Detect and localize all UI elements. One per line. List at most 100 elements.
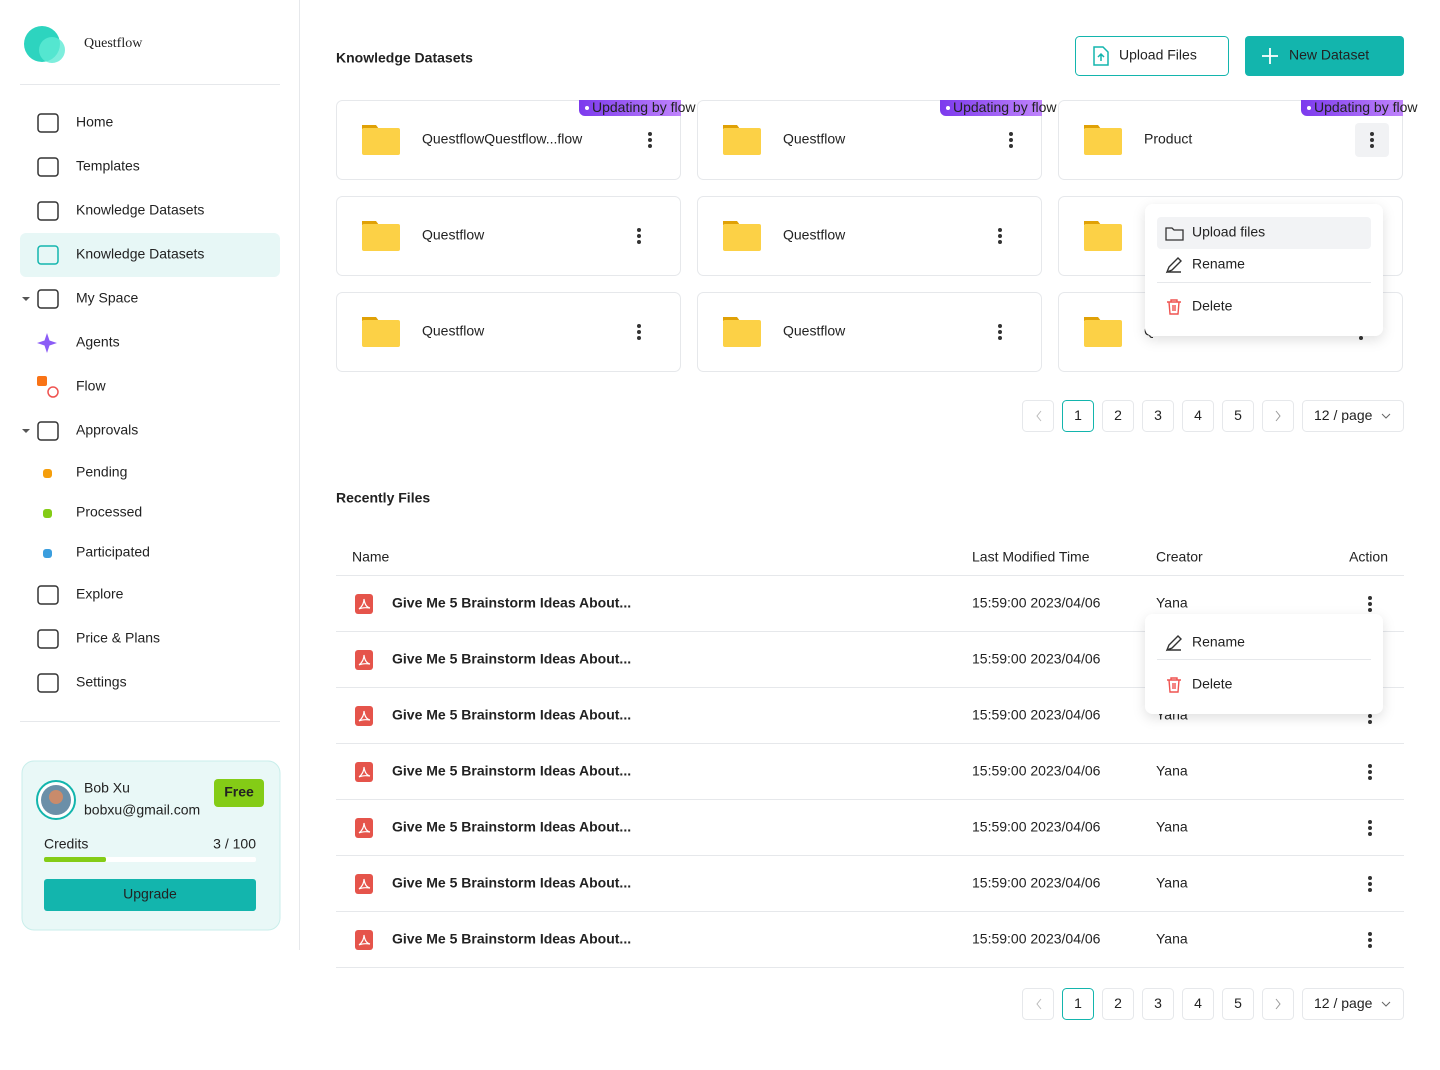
nav-item[interactable]: My Space xyxy=(22,289,138,309)
new-dataset-button[interactable] xyxy=(1245,36,1404,76)
plus-icon xyxy=(1262,48,1278,64)
kebab-dot xyxy=(1368,764,1372,768)
nav-label: Explore xyxy=(76,586,124,602)
menu-item[interactable]: Rename xyxy=(1192,634,1245,650)
page-button[interactable] xyxy=(1302,988,1404,1020)
kebab-dot xyxy=(998,324,1002,328)
nav-item[interactable]: Pending xyxy=(43,464,127,480)
dataset-name: Questflow xyxy=(783,131,846,147)
file-row[interactable]: Give Me 5 Brainstorm Ideas About... 15:59… xyxy=(336,650,1404,688)
dataset-name: Questflow xyxy=(783,227,846,243)
nav-item[interactable]: Approvals xyxy=(22,421,138,441)
nav-item[interactable]: Home xyxy=(37,113,114,133)
nav-item[interactable]: Knowledge Datasets xyxy=(37,201,204,221)
status-dot xyxy=(43,469,52,478)
card-bg xyxy=(336,292,681,372)
nav-item[interactable]: Templates xyxy=(37,157,140,177)
kebab-dot xyxy=(1368,820,1372,824)
file-row[interactable]: Give Me 5 Brainstorm Ideas About... 15:59… xyxy=(336,874,1404,912)
file-modified: 15:59:00 2023/04/06 xyxy=(972,595,1101,611)
menu-hover xyxy=(1157,217,1371,249)
logo xyxy=(39,37,65,63)
nav-label: Settings xyxy=(76,674,127,690)
page-button[interactable] xyxy=(1022,988,1054,1020)
page-button[interactable] xyxy=(1262,400,1294,432)
menu-item[interactable]: Upload files xyxy=(1192,224,1265,240)
page-button[interactable] xyxy=(1262,988,1294,1020)
page-button[interactable] xyxy=(1102,988,1134,1020)
file-row[interactable]: Give Me 5 Brainstorm Ideas About... 15:59… xyxy=(336,706,1404,744)
upload-button[interactable] xyxy=(1075,36,1229,76)
kebab-dot xyxy=(1368,832,1372,836)
select-caret xyxy=(1381,413,1391,419)
menu-bg xyxy=(1145,614,1383,714)
section-title: Recently Files xyxy=(336,490,430,506)
page-number: 4 xyxy=(1194,995,1202,1011)
page-button[interactable] xyxy=(1142,400,1174,432)
page-number: 3 xyxy=(1154,995,1162,1011)
menu-item-danger[interactable]: Delete xyxy=(1192,298,1233,314)
page-button[interactable] xyxy=(1062,400,1094,432)
sidebar: Questflow Home Templates Knowledge Datasets… xyxy=(0,0,300,950)
file-row[interactable]: Give Me 5 Brainstorm Ideas About... 15:59… xyxy=(336,594,1404,632)
pdf-icon xyxy=(355,818,373,838)
folder-body xyxy=(362,128,400,155)
page-button[interactable] xyxy=(1022,400,1054,432)
card-bg xyxy=(697,196,1042,276)
folder-body xyxy=(362,320,400,347)
page-button[interactable] xyxy=(1062,988,1094,1020)
page-button[interactable] xyxy=(1222,988,1254,1020)
pagination: 1 2 3 4 5 12 / page xyxy=(1022,400,1404,432)
dataset-card[interactable]: Questflow Updating by flow xyxy=(697,99,1058,180)
kebab-dot xyxy=(1009,144,1013,148)
nav-item[interactable]: Knowledge Datasets xyxy=(20,233,280,277)
kebab-dot xyxy=(648,132,652,136)
file-row[interactable]: Give Me 5 Brainstorm Ideas About... 15:59… xyxy=(336,762,1404,800)
upload-label: Upload Files xyxy=(1119,47,1197,63)
folder-outline xyxy=(1165,227,1184,241)
menu-item-danger[interactable]: Delete xyxy=(1192,676,1233,692)
dataset-card[interactable]: Questflow xyxy=(336,292,681,372)
nav-icon xyxy=(37,245,59,265)
file-modified: 15:59:00 2023/04/06 xyxy=(972,931,1101,947)
page-title: Knowledge Datasets xyxy=(336,50,473,66)
delete-icon xyxy=(1167,677,1181,693)
pdf-glyph xyxy=(358,934,371,946)
dataset-card[interactable]: Questflow xyxy=(336,196,681,276)
dataset-card[interactable]: Questflow xyxy=(697,292,1042,372)
nav-item[interactable]: Flow xyxy=(37,376,106,398)
file-name: Give Me 5 Brainstorm Ideas About... xyxy=(392,651,631,667)
column-header: Name xyxy=(352,549,390,565)
nav-item[interactable]: Settings xyxy=(37,673,127,693)
nav-item[interactable]: Price & Plans xyxy=(37,629,160,649)
credits-fill xyxy=(44,857,106,862)
page-button[interactable] xyxy=(1222,400,1254,432)
nav-item[interactable]: Agents xyxy=(37,333,120,353)
kebab-dot xyxy=(637,234,641,238)
menu-item[interactable]: Rename xyxy=(1192,256,1245,272)
page-button[interactable] xyxy=(1102,400,1134,432)
dataset-card[interactable]: QuestflowQuestflow...flow Updating by flo… xyxy=(336,99,697,180)
page-button[interactable] xyxy=(1302,400,1404,432)
file-row[interactable]: Give Me 5 Brainstorm Ideas About... 15:59… xyxy=(336,930,1404,968)
rename-icon xyxy=(1165,635,1182,652)
upgrade-button[interactable] xyxy=(44,879,256,911)
kebab-dot xyxy=(1009,138,1013,142)
file-name: Give Me 5 Brainstorm Ideas About... xyxy=(392,707,631,723)
dataset-card[interactable]: Product Updating by flow xyxy=(1058,99,1419,180)
status-dot xyxy=(43,549,52,558)
nav-item[interactable]: Participated xyxy=(43,544,150,560)
kebab-dot xyxy=(648,138,652,142)
nav-item[interactable]: Explore xyxy=(37,585,124,605)
dataset-card[interactable]: Questflow xyxy=(697,196,1042,276)
page-button[interactable] xyxy=(1182,988,1214,1020)
nav-icon xyxy=(37,201,59,221)
upload-icon xyxy=(1093,46,1109,66)
file-row[interactable]: Give Me 5 Brainstorm Ideas About... 15:59… xyxy=(336,818,1404,856)
page-button[interactable] xyxy=(1142,988,1174,1020)
kebab-dot xyxy=(1368,596,1372,600)
delete-icon xyxy=(1167,299,1181,315)
nav-item[interactable]: Processed xyxy=(43,504,142,520)
page-button[interactable] xyxy=(1182,400,1214,432)
